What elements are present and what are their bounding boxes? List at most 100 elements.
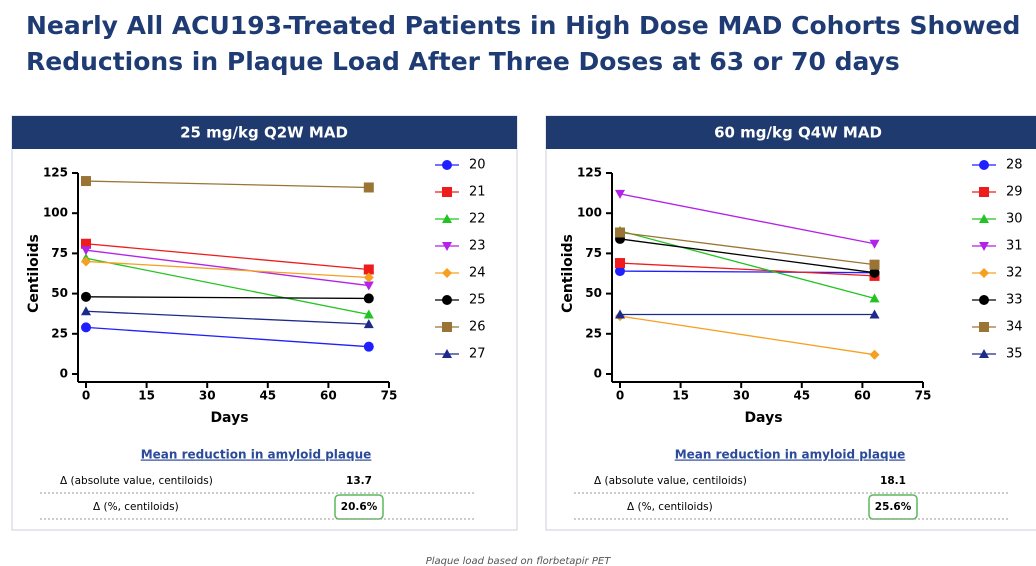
legend-marker xyxy=(442,322,452,332)
x-tick-label: 75 xyxy=(381,389,398,403)
marker xyxy=(363,341,374,352)
series-line xyxy=(85,260,369,279)
marker xyxy=(81,176,91,187)
x-tick-label: 15 xyxy=(138,389,155,403)
x-axis-label: Days xyxy=(744,410,782,426)
series-line xyxy=(85,257,369,316)
footnote: Plaque load based on florbetapir PET xyxy=(426,556,612,566)
row-value: 18.1 xyxy=(880,475,906,487)
legend-label: 28 xyxy=(1006,158,1023,173)
legend-marker xyxy=(979,187,989,197)
series-line xyxy=(85,249,369,287)
x-tick-label: 0 xyxy=(616,389,624,403)
series-line xyxy=(619,315,875,356)
marker xyxy=(363,272,374,283)
slide-title: Nearly All ACU193-Treated Patients in Hi… xyxy=(26,11,1020,40)
highlight-box xyxy=(334,494,384,520)
legend-marker xyxy=(979,242,989,251)
marker xyxy=(869,259,880,270)
series-line xyxy=(619,270,875,274)
legend-marker xyxy=(979,268,989,278)
legend-marker xyxy=(442,295,452,305)
slide-title: Reductions in Plaque Load After Three Do… xyxy=(26,47,900,76)
x-tick-label: 45 xyxy=(793,389,810,403)
series-line xyxy=(85,243,369,271)
legend-label: 25 xyxy=(469,293,486,308)
y-tick-label: 25 xyxy=(51,326,68,340)
legend-label: 22 xyxy=(469,212,486,227)
row-value: 25.6% xyxy=(875,501,912,513)
marker xyxy=(363,293,374,304)
legend-marker xyxy=(442,349,452,358)
legend-label: 26 xyxy=(469,320,486,335)
x-tick-label: 15 xyxy=(672,389,689,403)
legend-marker xyxy=(979,160,989,170)
legend-label: 27 xyxy=(469,347,486,362)
series-line xyxy=(619,262,875,277)
y-tick-label: 25 xyxy=(585,326,602,340)
marker xyxy=(81,256,91,267)
marker xyxy=(363,309,374,319)
y-tick-label: 75 xyxy=(51,246,68,260)
marker xyxy=(615,189,625,199)
marker xyxy=(615,227,625,238)
series-line xyxy=(619,230,875,300)
row-value: 13.7 xyxy=(346,475,372,487)
legend-marker xyxy=(442,242,452,251)
marker xyxy=(869,239,880,249)
panel-title: 60 mg/kg Q4W MAD xyxy=(714,124,882,142)
marker xyxy=(869,267,880,278)
marker xyxy=(615,309,625,319)
y-tick-label: 125 xyxy=(577,166,602,180)
marker xyxy=(869,309,880,319)
marker xyxy=(615,258,625,269)
panel-header xyxy=(546,116,1036,149)
marker xyxy=(81,246,91,256)
row-label: Δ (absolute value, centiloids) xyxy=(594,475,747,487)
marker xyxy=(81,238,91,249)
table-heading: Mean reduction in amyloid plaque xyxy=(141,448,372,462)
marker xyxy=(81,306,91,316)
legend-label: 33 xyxy=(1006,293,1023,308)
legend-marker xyxy=(979,295,989,305)
y-tick-label: 100 xyxy=(43,206,68,220)
legend-label: 30 xyxy=(1006,212,1023,227)
series-line xyxy=(619,238,875,274)
y-tick-label: 50 xyxy=(51,286,68,300)
series-line xyxy=(85,296,369,300)
legend-marker xyxy=(979,214,989,223)
panel xyxy=(545,115,1036,531)
x-tick-label: 60 xyxy=(320,389,337,403)
y-axis-label: Centiloids xyxy=(26,234,42,313)
marker xyxy=(363,319,374,329)
legend-marker xyxy=(442,187,452,197)
x-tick-label: 75 xyxy=(915,389,932,403)
row-label: Δ (absolute value, centiloids) xyxy=(60,475,213,487)
series-line xyxy=(85,310,369,325)
row-value: 20.6% xyxy=(341,501,378,513)
x-tick-label: 45 xyxy=(259,389,276,403)
series-line xyxy=(85,180,369,189)
y-tick-label: 100 xyxy=(577,206,602,220)
highlight-box xyxy=(868,494,918,520)
marker xyxy=(363,264,374,275)
row-label: Δ (%, centiloids) xyxy=(627,501,713,513)
legend-label: 20 xyxy=(469,158,486,173)
legend-label: 31 xyxy=(1006,239,1023,254)
y-tick-label: 75 xyxy=(585,246,602,260)
panel-title: 25 mg/kg Q2W MAD xyxy=(180,124,348,142)
series-line xyxy=(619,193,875,245)
series-line xyxy=(85,326,369,348)
x-tick-label: 60 xyxy=(854,389,871,403)
y-tick-label: 0 xyxy=(594,367,602,381)
legend-label: 32 xyxy=(1006,266,1023,281)
legend-label: 24 xyxy=(469,266,486,281)
x-axis-label: Days xyxy=(210,410,248,426)
y-tick-label: 50 xyxy=(585,286,602,300)
x-tick-label: 30 xyxy=(199,389,216,403)
legend-label: 29 xyxy=(1006,185,1023,200)
legend-marker xyxy=(442,268,452,278)
y-axis-label: Centiloids xyxy=(560,234,576,313)
